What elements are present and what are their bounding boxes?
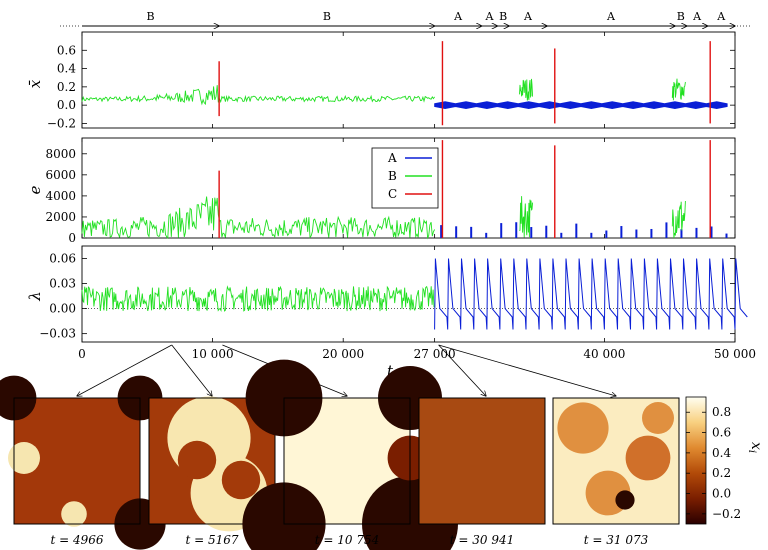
snapshot-frame	[148, 397, 276, 525]
series-b-line	[81, 285, 435, 312]
snapshot-feature	[177, 440, 217, 480]
snapshot-label: t = 10 754	[315, 533, 380, 547]
phase-segment-label: A	[453, 10, 463, 23]
legend: A B C	[371, 147, 439, 209]
colorbar: 0.8 0.6 0.4 0.2 0.0 −0.2 xi	[685, 396, 764, 525]
colorbar-ticks: 0.8 0.6 0.4 0.2 0.0 −0.2	[686, 405, 741, 521]
snapshot-feature	[615, 490, 635, 510]
y-label-energy: e	[26, 185, 44, 194]
snapshot-feature	[8, 442, 40, 474]
x-tick-label: 27 000	[414, 347, 456, 361]
snapshot-arrow	[438, 344, 616, 396]
phase-segment-label: A	[716, 10, 726, 23]
snapshot-frame	[13, 397, 141, 525]
snapshot-label: t = 31 073	[584, 533, 649, 547]
x-tick-label: 0	[78, 347, 86, 361]
series-a-line	[434, 258, 748, 330]
y-tick-label: −0.2	[47, 116, 76, 130]
y-tick-label: 0	[68, 231, 76, 245]
x-tick-label: 40 000	[583, 347, 625, 361]
y-tick-label: 0.6	[57, 43, 76, 57]
snapshot-arrow	[171, 344, 212, 396]
series-b-burst	[519, 196, 534, 238]
series-b-burst	[519, 78, 534, 101]
phase-segment-label: A	[484, 10, 494, 23]
phase-segment-label: B	[499, 10, 507, 23]
energy-panel: 0 2000 4000 6000 8000	[45, 137, 736, 245]
legend-label-a: A	[387, 151, 397, 165]
x-tick-label: 50 000	[714, 347, 756, 361]
y-tick-label: 0.0	[57, 98, 76, 112]
x-tick-label: 10 000	[192, 347, 234, 361]
snapshot-arrows	[77, 344, 616, 396]
snapshot-arrow	[77, 344, 172, 396]
snapshot-feature	[625, 435, 671, 481]
y-tick-label: 2000	[45, 210, 76, 224]
xbar-panel: −0.2 0.0 0.2 0.4 0.6	[47, 31, 736, 130]
snapshot-feature	[221, 460, 261, 500]
series-b-burst	[671, 78, 686, 101]
y-tick-label: 0.2	[57, 80, 76, 94]
colorbar-gradient	[685, 396, 707, 525]
y-tick-label: −0.03	[39, 327, 76, 341]
snapshot-feature	[642, 402, 674, 434]
colorbar-label-base: x	[748, 442, 764, 450]
plot-frame	[81, 245, 736, 343]
phase-segment-label: B	[147, 10, 155, 23]
snapshot-label: t = 5167	[185, 533, 238, 547]
colorbar-tick-label: 0.8	[712, 405, 731, 419]
legend-label-b: B	[388, 169, 397, 183]
plot-frame	[81, 137, 736, 239]
snapshot-label: t = 4966	[50, 533, 103, 547]
colorbar-tick-label: 0.2	[712, 466, 731, 480]
legend-label-c: C	[388, 187, 397, 201]
phase-segment-label: B	[323, 10, 331, 23]
lambda-panel: −0.03 0.00 0.03 0.06 0 10 000 20 000 27 000 40 0…	[39, 245, 756, 361]
snapshot-frame	[283, 397, 411, 525]
colorbar-label: xi	[746, 442, 764, 453]
y-tick-label: 0.06	[49, 252, 76, 266]
colorbar-tick-label: 0.0	[712, 487, 731, 501]
phase-segment-label: A	[523, 10, 533, 23]
phase-segment-label: A	[606, 10, 616, 23]
phase-segment-label: A	[692, 10, 702, 23]
phase-segment-label: B	[677, 10, 685, 23]
snapshot-arrow	[438, 344, 486, 396]
snapshot-background	[419, 398, 545, 524]
colorbar-tick-label: 0.6	[712, 426, 731, 440]
y-tick-label: 8000	[45, 147, 76, 161]
colorbar-label-sub: i	[746, 450, 757, 453]
snapshot-feature	[61, 501, 87, 527]
snapshot-frame	[552, 397, 680, 525]
snapshot-row: t = 4966 t = 5167 t = 10 754 t = 30 941 t = …	[0, 359, 680, 550]
snapshot-feature	[557, 402, 609, 454]
series-b-line	[81, 85, 435, 106]
series-b-burst	[671, 200, 686, 239]
series-a-band	[434, 101, 728, 110]
snapshot-frame	[418, 397, 546, 525]
plot-frame	[81, 31, 736, 129]
x-tick-label: 20 000	[322, 347, 364, 361]
colorbar-tick-label: −0.2	[712, 507, 741, 521]
y-label-lambda: λ	[26, 291, 44, 302]
y-tick-label: 0.4	[57, 62, 76, 76]
y-tick-label: 4000	[45, 189, 76, 203]
y-tick-label: 6000	[45, 168, 76, 182]
y-tick-label: 0.03	[49, 277, 76, 291]
colorbar-tick-label: 0.4	[712, 446, 731, 460]
x-axis-label: t	[387, 362, 394, 380]
y-tick-label: 0.00	[49, 302, 76, 316]
snapshot-label: t = 30 941	[450, 533, 515, 547]
series-b-line	[81, 196, 436, 240]
y-label-xbar: x̄	[26, 79, 44, 88]
